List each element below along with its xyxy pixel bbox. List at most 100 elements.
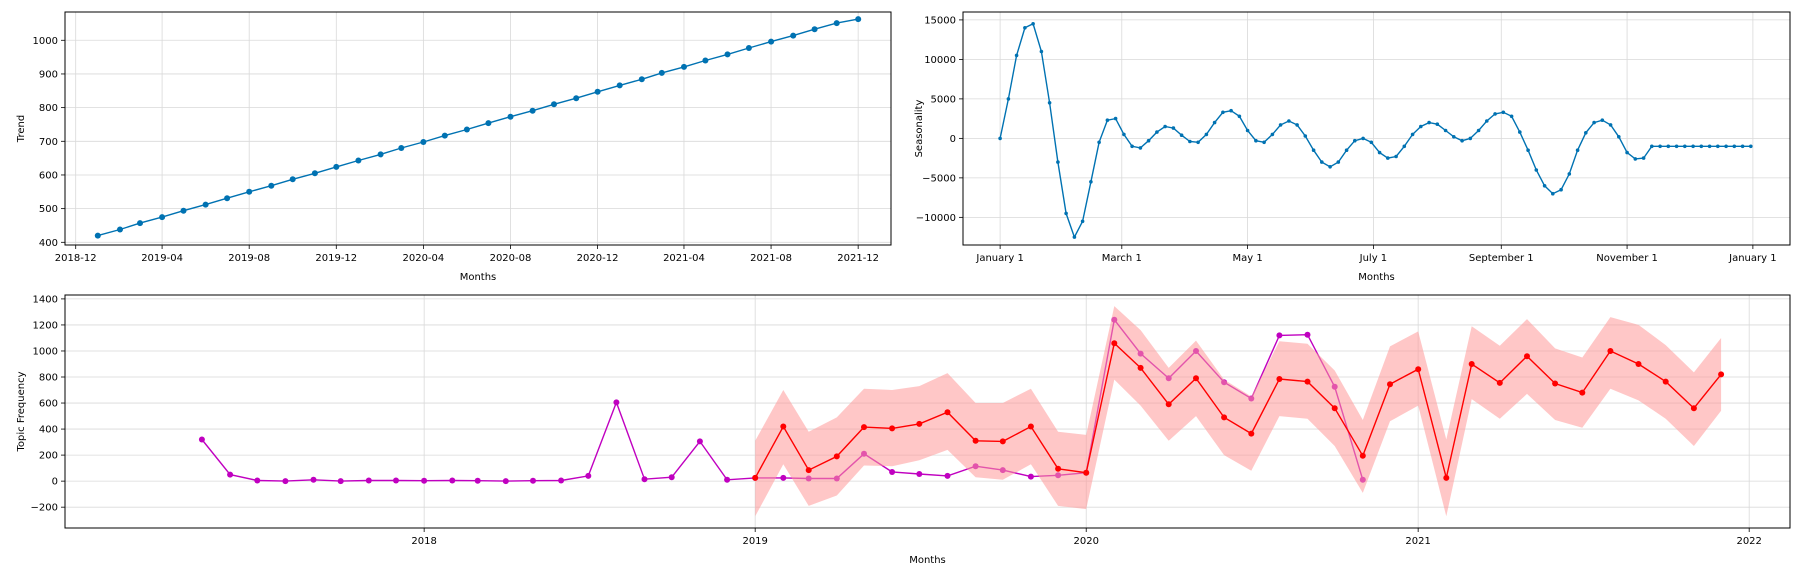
data-point bbox=[1534, 168, 1539, 172]
trend-series bbox=[94, 16, 862, 239]
data-point bbox=[420, 139, 427, 145]
data-point bbox=[1387, 381, 1393, 388]
x-tick-label: January 1 bbox=[975, 253, 1023, 264]
data-point bbox=[1410, 132, 1415, 137]
forecast-panel: 2018 2019 2020 2021 2022 −200 0 200 400 600 800 100… bbox=[16, 294, 1791, 566]
x-tick-label: January 1 bbox=[1728, 253, 1776, 264]
data-point bbox=[1468, 136, 1473, 141]
data-point bbox=[529, 107, 536, 114]
data-point bbox=[972, 437, 979, 444]
data-point bbox=[1276, 332, 1283, 339]
data-point bbox=[398, 145, 405, 151]
data-point bbox=[1617, 135, 1621, 139]
x-tick-label: 2019-12 bbox=[315, 253, 357, 264]
data-point bbox=[916, 471, 923, 477]
data-point bbox=[1635, 361, 1642, 367]
data-point bbox=[1662, 378, 1669, 385]
x-tick-label: May 1 bbox=[1232, 253, 1262, 264]
data-point bbox=[1526, 148, 1530, 152]
data-point bbox=[1674, 144, 1679, 149]
y-tick-label: 10000 bbox=[924, 55, 956, 66]
data-point bbox=[1221, 110, 1225, 115]
data-point bbox=[916, 420, 923, 427]
confidence-band bbox=[755, 306, 1722, 517]
trend-x-axis-label: Months bbox=[460, 272, 497, 283]
forecast-axes-frame bbox=[64, 294, 1791, 529]
data-point bbox=[889, 469, 896, 475]
seasonality-y-axis-label: Seasonality bbox=[914, 100, 925, 158]
data-point bbox=[1229, 108, 1233, 113]
data-point bbox=[1130, 144, 1134, 149]
y-tick-label: 200 bbox=[39, 451, 58, 462]
data-point bbox=[1386, 156, 1390, 160]
data-point bbox=[1245, 128, 1250, 133]
data-point bbox=[1014, 53, 1019, 58]
data-point bbox=[1276, 376, 1283, 382]
x-tick-label: March 1 bbox=[1102, 253, 1142, 264]
seasonality-axes-frame bbox=[962, 11, 1791, 246]
data-point bbox=[944, 472, 951, 479]
data-point bbox=[1353, 138, 1357, 143]
data-point bbox=[1683, 144, 1687, 149]
data-point bbox=[1254, 138, 1258, 143]
data-point bbox=[1039, 49, 1044, 54]
x-tick-label: 2020-04 bbox=[402, 253, 444, 264]
data-point bbox=[1369, 140, 1374, 145]
data-point bbox=[805, 467, 812, 474]
data-point bbox=[1212, 120, 1217, 125]
y-tick-label: −10000 bbox=[916, 213, 956, 224]
data-point bbox=[1328, 165, 1332, 169]
data-point bbox=[365, 477, 372, 484]
y-tick-label: 0 bbox=[52, 477, 58, 488]
data-point bbox=[1320, 160, 1324, 164]
data-point bbox=[1552, 380, 1559, 387]
data-point bbox=[1055, 465, 1062, 472]
trend-y-axis-label: Trend bbox=[16, 115, 27, 143]
data-point bbox=[641, 476, 648, 483]
data-point bbox=[1336, 160, 1341, 164]
data-point bbox=[289, 176, 296, 183]
x-tick-label: 2020-08 bbox=[490, 253, 532, 264]
data-point bbox=[855, 16, 862, 23]
data-point bbox=[1006, 97, 1011, 101]
data-point bbox=[1584, 131, 1588, 135]
data-point bbox=[1633, 157, 1638, 161]
y-tick-label: 800 bbox=[39, 103, 58, 114]
data-point bbox=[159, 214, 166, 221]
data-point bbox=[1567, 172, 1572, 176]
data-point bbox=[585, 472, 592, 479]
trend-ticks: 2018-12 2019-04 2019-08 2019-12 2020-04 2020-… bbox=[33, 36, 880, 264]
data-point bbox=[1524, 353, 1530, 360]
x-tick-label: 2021 bbox=[1405, 536, 1430, 547]
trend-axes-frame bbox=[64, 11, 892, 246]
data-point bbox=[998, 136, 1002, 141]
x-tick-label: November 1 bbox=[1596, 253, 1658, 264]
forecast-ticks: 2018 2019 2020 2021 2022 −200 0 200 400 600 800 100… bbox=[31, 294, 1762, 547]
trend-panel: 2018-12 2019-04 2019-08 2019-12 2020-04 2020-… bbox=[16, 11, 892, 283]
data-point bbox=[377, 151, 384, 158]
data-point bbox=[768, 38, 775, 45]
data-point bbox=[1064, 211, 1068, 216]
data-point bbox=[1262, 140, 1266, 145]
data-point bbox=[1146, 138, 1151, 143]
data-point bbox=[1027, 473, 1034, 480]
data-point bbox=[1707, 144, 1712, 149]
data-point bbox=[1193, 375, 1199, 382]
data-point bbox=[254, 477, 261, 484]
y-tick-label: 800 bbox=[39, 373, 58, 384]
data-point bbox=[449, 477, 456, 484]
y-tick-label: 1000 bbox=[33, 346, 58, 357]
data-point bbox=[1600, 118, 1605, 122]
data-point bbox=[1188, 139, 1192, 144]
data-point bbox=[1023, 26, 1027, 30]
data-point bbox=[1460, 138, 1464, 143]
seasonality-panel: January 1 March 1 May 1 July 1 September 1 No… bbox=[914, 11, 1791, 283]
data-point bbox=[463, 126, 470, 133]
data-point bbox=[1304, 378, 1311, 385]
data-point bbox=[1559, 187, 1563, 192]
data-point bbox=[1551, 191, 1555, 196]
data-point bbox=[1485, 119, 1489, 123]
data-point bbox=[1641, 156, 1646, 160]
